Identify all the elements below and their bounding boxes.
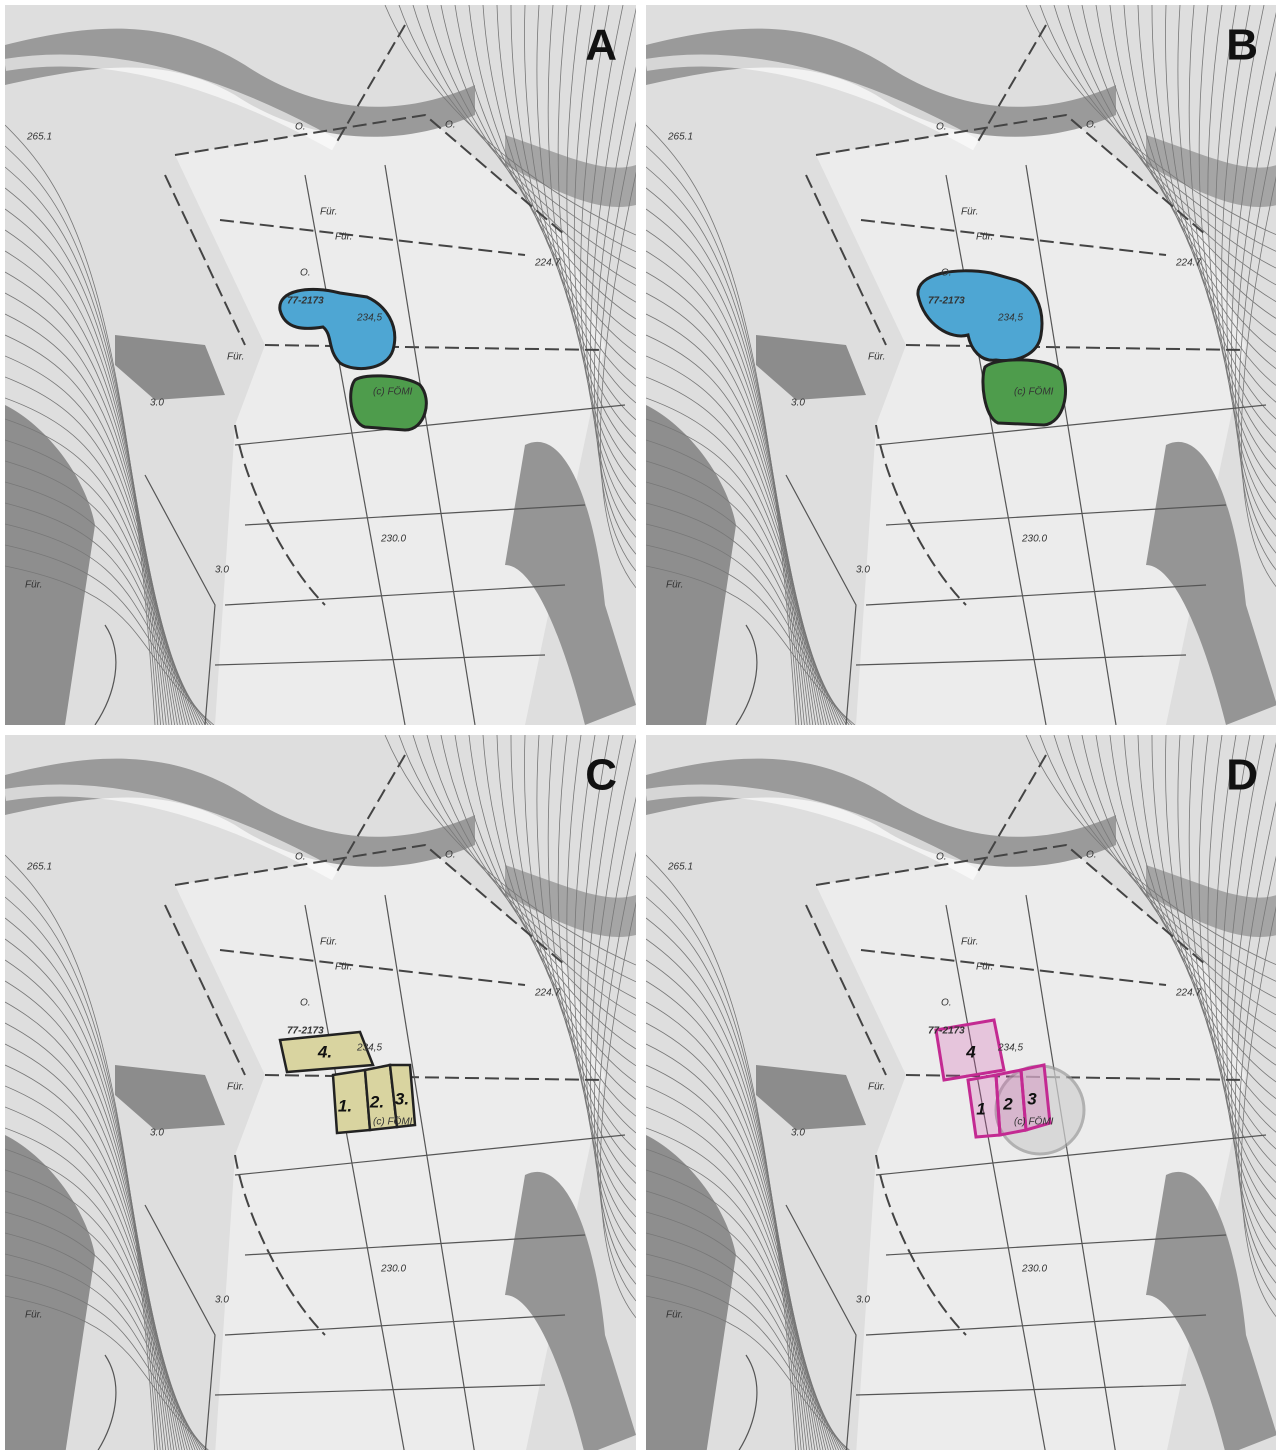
map-label: 234,5: [997, 1043, 1023, 1054]
map-label: 234,5: [997, 313, 1023, 324]
plot-number: 3.: [395, 1089, 409, 1108]
map-label: O.: [941, 268, 952, 279]
map-label: 234,5: [356, 1043, 382, 1054]
panel-letter: D: [1226, 751, 1258, 800]
map-label: 3.0: [215, 1295, 229, 1306]
map-label: Für.: [227, 352, 244, 363]
panel-letter: A: [585, 21, 617, 70]
map-label: O.: [295, 122, 306, 133]
map-label: 230.0: [1021, 534, 1047, 545]
map-label: 230.0: [1021, 1264, 1047, 1275]
map-label: 224.7: [534, 258, 560, 269]
map-label: 234,5: [356, 313, 382, 324]
map-label: 3.0: [215, 565, 229, 576]
map-label: Für.: [335, 962, 352, 973]
map-label: O.: [936, 852, 947, 863]
map-label: O.: [300, 268, 311, 279]
map-label: 265.1: [667, 862, 693, 873]
map-label: Für.: [961, 207, 978, 218]
map-label: 230.0: [380, 1264, 406, 1275]
area-green: [351, 376, 427, 430]
map-label: O.: [300, 998, 311, 1009]
map-label: 224.7: [534, 988, 560, 999]
map-label: Für.: [868, 352, 885, 363]
map-label: O.: [445, 120, 456, 131]
map-label: (c) FÖMI: [1014, 1116, 1054, 1128]
map-label: Für.: [976, 962, 993, 973]
plot-number: 4: [965, 1042, 976, 1061]
map-label: 77-2173: [287, 1026, 324, 1037]
map-label: O.: [445, 850, 456, 861]
plot-number: 1: [976, 1099, 985, 1118]
base-map: [646, 735, 1276, 1450]
map-label: 77-2173: [287, 296, 324, 307]
base-map: [646, 5, 1276, 725]
map-label: 265.1: [26, 862, 52, 873]
map-label: 224.7: [1175, 988, 1201, 999]
map-label: Für.: [666, 1310, 683, 1321]
map-label: 3.0: [791, 1128, 805, 1139]
map-label: O.: [1086, 120, 1097, 131]
map-label: O.: [1086, 850, 1097, 861]
map-label: Für.: [320, 937, 337, 948]
map-label: O.: [295, 852, 306, 863]
map-label: Für.: [976, 232, 993, 243]
map-label: Für.: [666, 580, 683, 591]
panel-letter: C: [585, 751, 617, 800]
figure: 77-2173 234,5 (c) FÖMI 224.7 230.0 Für. Für. Fü…: [0, 0, 1276, 1450]
map-label: Für.: [25, 580, 42, 591]
map-label: 3.0: [856, 565, 870, 576]
map-label: 77-2173: [928, 296, 965, 307]
plot-number: 2: [1002, 1094, 1013, 1113]
map-label: (c) FÖMI: [373, 386, 413, 398]
map-label: Für.: [227, 1082, 244, 1093]
plot-number: 1.: [338, 1096, 352, 1115]
map-label: Für.: [320, 207, 337, 218]
map-label: 265.1: [667, 132, 693, 143]
panel: 77-2173 234,5 (c) FÖMI 224.7 230.0 Für. Für. Fü…: [5, 735, 679, 1450]
map-label: Für.: [335, 232, 352, 243]
panel: 77-2173 234,5 (c) FÖMI 224.7 230.0 Für. Für. Fü…: [646, 735, 1276, 1450]
map-label: 265.1: [26, 132, 52, 143]
map-label: 3.0: [856, 1295, 870, 1306]
plot-number: 2.: [369, 1092, 384, 1111]
map-label: O.: [936, 122, 947, 133]
map-label: (c) FÖMI: [1014, 386, 1054, 398]
map-label: 3.0: [791, 398, 805, 409]
plot-number: 4.: [317, 1042, 332, 1061]
map-label: O.: [941, 998, 952, 1009]
map-label: Für.: [961, 937, 978, 948]
map-label: Für.: [25, 1310, 42, 1321]
map-label: 3.0: [150, 398, 164, 409]
map-label: (c) FÖMI: [373, 1116, 413, 1128]
map-label: 77-2173: [928, 1026, 965, 1037]
panel: 77-2173 234,5 (c) FÖMI 224.7 230.0 Für. Für. Fü…: [5, 5, 679, 725]
panel-letter: B: [1226, 21, 1258, 70]
map-label: Für.: [868, 1082, 885, 1093]
panel: 77-2173 234,5 (c) FÖMI 224.7 230.0 Für. Für. Fü…: [646, 5, 1276, 725]
map-label: 3.0: [150, 1128, 164, 1139]
map-label: 230.0: [380, 534, 406, 545]
map-label: 224.7: [1175, 258, 1201, 269]
plot-number: 3: [1027, 1089, 1037, 1108]
